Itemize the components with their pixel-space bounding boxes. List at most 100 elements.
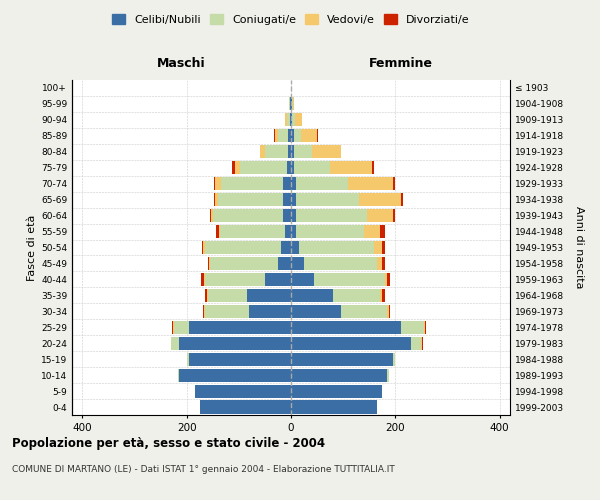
Bar (203, 305, 204, 318)
Bar (190, 320, 291, 334)
Bar (291, 177, 296, 190)
Bar (205, 289, 206, 302)
Bar (215, 177, 221, 190)
Bar (179, 336, 291, 350)
Bar (194, 384, 291, 398)
Bar (283, 209, 291, 222)
Bar (260, 145, 265, 158)
Bar (202, 273, 204, 286)
Bar (265, 145, 289, 158)
Bar (249, 305, 291, 318)
Bar (206, 289, 208, 302)
Bar (171, 336, 179, 350)
Bar (382, 241, 385, 254)
Bar (291, 241, 299, 254)
Bar (388, 368, 389, 382)
Bar (235, 161, 240, 174)
Bar (289, 145, 291, 158)
Bar (295, 114, 302, 126)
Bar (330, 161, 372, 174)
Bar (205, 305, 249, 318)
Bar (411, 336, 421, 350)
Bar (281, 241, 291, 254)
Bar (312, 145, 341, 158)
Bar (218, 193, 283, 206)
Bar (289, 98, 290, 110)
Bar (380, 225, 385, 238)
Bar (291, 273, 314, 286)
Bar (296, 193, 359, 206)
Text: COMUNE DI MARTANO (LE) - Dati ISTAT 1° gennaio 2004 - Elaborazione TUTTITALIA.IT: COMUNE DI MARTANO (LE) - Dati ISTAT 1° g… (12, 466, 395, 474)
Bar (392, 352, 395, 366)
Bar (278, 257, 291, 270)
Bar (202, 241, 203, 254)
Bar (385, 273, 388, 286)
Bar (291, 400, 377, 413)
Bar (200, 400, 291, 413)
Bar (291, 161, 293, 174)
Bar (388, 305, 389, 318)
Bar (301, 130, 317, 142)
Bar (240, 161, 287, 174)
Bar (291, 257, 304, 270)
Y-axis label: Anni di nascita: Anni di nascita (574, 206, 584, 288)
Bar (372, 161, 374, 174)
Bar (359, 193, 401, 206)
Bar (364, 225, 380, 238)
Bar (220, 225, 285, 238)
Bar (208, 257, 209, 270)
Bar (210, 257, 278, 270)
Legend: Celibi/Nubili, Coniugati/e, Vedovi/e, Divorziati/e: Celibi/Nubili, Coniugati/e, Vedovi/e, Di… (110, 12, 472, 27)
Bar (285, 225, 291, 238)
Bar (314, 273, 385, 286)
Bar (221, 177, 283, 190)
Bar (401, 193, 403, 206)
Bar (265, 273, 291, 286)
Bar (291, 352, 392, 366)
Bar (296, 177, 349, 190)
Bar (215, 193, 218, 206)
Bar (278, 130, 289, 142)
Bar (401, 320, 424, 334)
Bar (291, 384, 382, 398)
Bar (232, 161, 235, 174)
Bar (287, 114, 290, 126)
Bar (190, 352, 291, 366)
Bar (283, 177, 291, 190)
Bar (291, 305, 341, 318)
Bar (293, 145, 312, 158)
Bar (283, 193, 291, 206)
Bar (382, 257, 385, 270)
Bar (293, 130, 301, 142)
Bar (349, 177, 392, 190)
Bar (173, 320, 190, 334)
Bar (204, 305, 205, 318)
Bar (214, 177, 215, 190)
Bar (299, 241, 374, 254)
Bar (275, 130, 278, 142)
Bar (291, 289, 333, 302)
Bar (382, 289, 385, 302)
Bar (296, 209, 367, 222)
Bar (204, 273, 205, 286)
Text: Femmine: Femmine (368, 58, 433, 70)
Bar (333, 289, 380, 302)
Bar (388, 273, 390, 286)
Y-axis label: Fasce di età: Fasce di età (27, 214, 37, 280)
Bar (213, 209, 283, 222)
Bar (187, 352, 190, 366)
Bar (178, 368, 179, 382)
Bar (205, 273, 265, 286)
Bar (247, 289, 291, 302)
Bar (218, 225, 220, 238)
Bar (208, 289, 247, 302)
Bar (377, 257, 382, 270)
Bar (179, 368, 291, 382)
Bar (293, 161, 330, 174)
Text: Popolazione per età, sesso e stato civile - 2004: Popolazione per età, sesso e stato civil… (12, 438, 325, 450)
Bar (205, 241, 281, 254)
Bar (291, 193, 296, 206)
Bar (317, 130, 318, 142)
Bar (285, 114, 287, 126)
Bar (291, 114, 292, 126)
